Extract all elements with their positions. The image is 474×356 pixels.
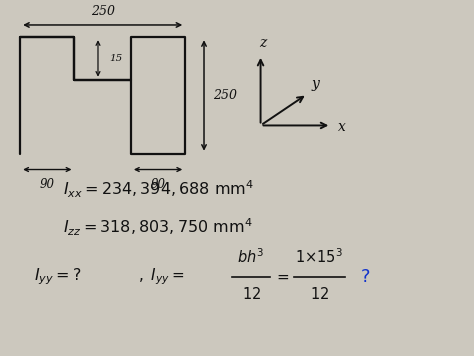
- Text: z: z: [259, 36, 266, 49]
- Text: x: x: [338, 120, 346, 134]
- Text: 90: 90: [151, 178, 165, 191]
- Text: $?$: $?$: [359, 268, 370, 286]
- Text: $1{\times}15^3$: $1{\times}15^3$: [295, 247, 344, 266]
- Text: $12$: $12$: [242, 286, 261, 302]
- Text: $bh^3$: $bh^3$: [237, 247, 265, 266]
- Text: 90: 90: [40, 178, 55, 191]
- Text: $12$: $12$: [310, 286, 329, 302]
- Text: $=$: $=$: [273, 270, 290, 284]
- Text: 250: 250: [91, 5, 115, 18]
- Text: 15: 15: [110, 54, 123, 63]
- Text: $I_{zz} = 318,803,750\ \mathrm{mm}^4$: $I_{zz} = 318,803,750\ \mathrm{mm}^4$: [63, 217, 252, 239]
- Text: $I_{xx} = 234,394,688\ \mathrm{mm}^4$: $I_{xx} = 234,394,688\ \mathrm{mm}^4$: [63, 178, 254, 200]
- Text: y: y: [312, 77, 320, 90]
- Text: $I_{yy} = ?$: $I_{yy} = ?$: [35, 267, 82, 287]
- Text: 250: 250: [213, 89, 237, 102]
- Text: $,\ I_{yy} =$: $,\ I_{yy} =$: [138, 267, 184, 287]
